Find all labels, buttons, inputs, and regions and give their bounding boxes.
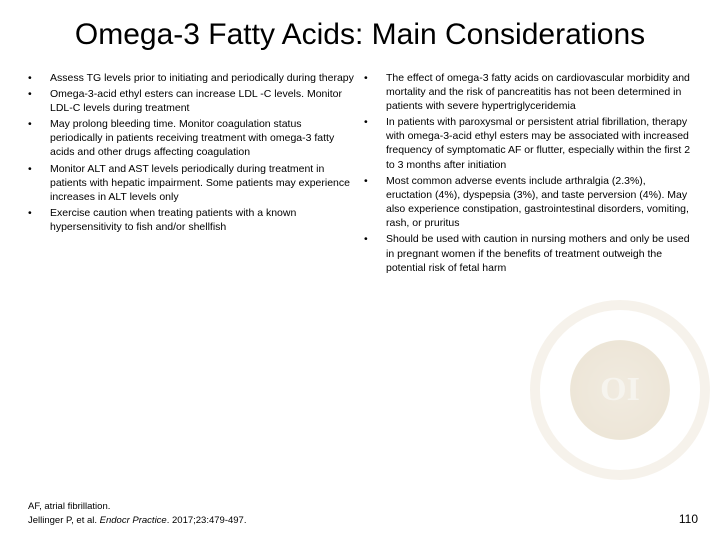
bullet-text: Exercise caution when treating patients … [50, 206, 356, 234]
bullet-text: Most common adverse events include arthr… [386, 174, 692, 231]
bullet-dot-icon: • [364, 71, 386, 114]
footer-citation: AF, atrial fibrillation. Jellinger P, et… [28, 500, 246, 528]
bullet-item: •In patients with paroxysmal or persiste… [364, 115, 692, 172]
footer-abbrev: AF, atrial fibrillation. [28, 500, 246, 514]
bullet-text: May prolong bleeding time. Monitor coagu… [50, 117, 356, 160]
left-column: •Assess TG levels prior to initiating an… [28, 71, 356, 277]
bullet-dot-icon: • [364, 174, 386, 231]
bullet-text: The effect of omega-3 fatty acids on car… [386, 71, 692, 114]
bullet-dot-icon: • [28, 117, 50, 160]
bullet-text: Assess TG levels prior to initiating and… [50, 71, 356, 85]
page-number: 110 [679, 512, 698, 526]
bullet-dot-icon: • [28, 206, 50, 234]
bullet-dot-icon: • [28, 87, 50, 115]
bullet-text: Monitor ALT and AST levels periodically … [50, 162, 356, 205]
bullet-item: •The effect of omega-3 fatty acids on ca… [364, 71, 692, 114]
bullet-dot-icon: • [364, 232, 386, 275]
bullet-item: •Monitor ALT and AST levels periodically… [28, 162, 356, 205]
bullet-item: •Most common adverse events include arth… [364, 174, 692, 231]
footer-reference: Jellinger P, et al. Endocr Practice. 201… [28, 514, 246, 528]
bullet-text: In patients with paroxysmal or persisten… [386, 115, 692, 172]
page-title: Omega-3 Fatty Acids: Main Considerations [0, 0, 720, 63]
right-column: •The effect of omega-3 fatty acids on ca… [364, 71, 692, 277]
content-columns: •Assess TG levels prior to initiating an… [0, 63, 720, 277]
bullet-item: •Should be used with caution in nursing … [364, 232, 692, 275]
seal-watermark [530, 300, 710, 480]
bullet-item: •Omega-3-acid ethyl esters can increase … [28, 87, 356, 115]
bullet-text: Omega-3-acid ethyl esters can increase L… [50, 87, 356, 115]
bullet-dot-icon: • [28, 71, 50, 85]
bullet-item: •Assess TG levels prior to initiating an… [28, 71, 356, 85]
bullet-text: Should be used with caution in nursing m… [386, 232, 692, 275]
bullet-dot-icon: • [364, 115, 386, 172]
bullet-item: •May prolong bleeding time. Monitor coag… [28, 117, 356, 160]
seal-inner [570, 340, 670, 440]
bullet-dot-icon: • [28, 162, 50, 205]
bullet-item: •Exercise caution when treating patients… [28, 206, 356, 234]
